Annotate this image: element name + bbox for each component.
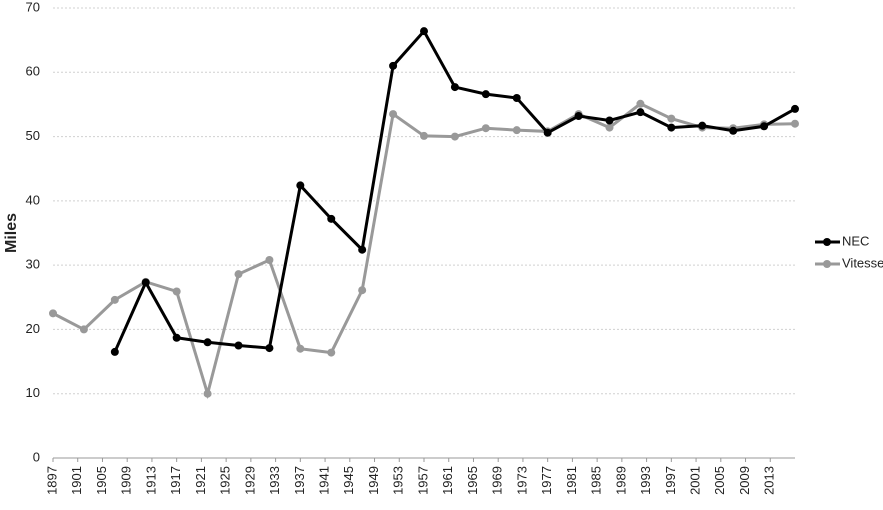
y-tick-label: 70 <box>26 0 40 14</box>
marker <box>667 114 676 123</box>
marker <box>760 122 769 131</box>
marker <box>358 286 367 295</box>
x-tick-label: 1965 <box>465 466 480 495</box>
marker <box>636 108 645 117</box>
marker <box>296 344 305 353</box>
x-tick-label: 1969 <box>490 466 505 495</box>
marker <box>172 287 181 296</box>
y-tick-label: 20 <box>26 321 40 336</box>
marker <box>265 256 274 264</box>
y-tick-label: 30 <box>26 257 40 272</box>
x-tick-label: 1997 <box>663 466 678 495</box>
line <box>52 102 796 400</box>
marker <box>327 348 336 357</box>
marker <box>172 333 181 342</box>
marker <box>110 295 119 304</box>
marker <box>450 132 459 141</box>
line <box>113 28 796 353</box>
x-tick-label: 2001 <box>688 466 703 495</box>
marker <box>110 347 119 356</box>
x-tick-label: 1909 <box>119 466 134 495</box>
legend-label: NEC <box>842 233 869 248</box>
marker <box>512 94 521 102</box>
x-tick-label: 1933 <box>267 466 282 495</box>
marker <box>481 90 490 99</box>
x-tick-label: 2005 <box>712 466 727 495</box>
x-tick-label: 1921 <box>193 466 208 495</box>
marker <box>420 27 428 36</box>
marker <box>203 338 212 347</box>
marker <box>234 270 243 279</box>
marker <box>234 341 243 350</box>
y-axis-label: Miles <box>3 213 20 253</box>
marker <box>296 181 305 190</box>
x-tick-label: 1937 <box>292 466 307 495</box>
x-tick-label: 1985 <box>589 466 604 495</box>
marker <box>450 83 459 92</box>
marker <box>729 126 738 135</box>
marker <box>141 278 150 287</box>
x-tick-label: 1917 <box>168 466 183 495</box>
marker <box>203 389 212 398</box>
marker <box>543 128 552 137</box>
legend-marker <box>823 238 831 246</box>
x-tick-label: 1897 <box>44 466 59 495</box>
marker <box>791 119 799 128</box>
marker <box>265 344 274 353</box>
marker <box>791 104 799 113</box>
marker <box>574 112 583 120</box>
x-tick-label: 2009 <box>737 466 752 495</box>
legend-marker <box>823 260 831 268</box>
y-tick-label: 40 <box>26 192 40 207</box>
y-tick-label: 10 <box>26 385 40 400</box>
y-tick-label: 60 <box>26 64 40 79</box>
x-tick-label: 1973 <box>514 466 529 495</box>
x-tick-label: 1961 <box>440 466 455 495</box>
marker <box>636 99 645 108</box>
x-tick-label: 1913 <box>143 466 158 495</box>
marker <box>79 325 88 334</box>
x-tick-label: 2013 <box>762 466 777 495</box>
x-tick-label: 1977 <box>539 466 554 495</box>
x-tick-label: 1901 <box>69 466 84 495</box>
marker <box>698 121 707 130</box>
marker <box>605 123 614 132</box>
marker <box>420 131 428 140</box>
marker <box>358 245 367 254</box>
x-tick-label: 1941 <box>317 466 332 495</box>
legend-label: Vitesse <box>842 255 883 270</box>
y-tick-label: 50 <box>26 128 40 143</box>
marker <box>327 214 336 223</box>
x-tick-label: 1957 <box>415 466 430 495</box>
x-tick-label: 1945 <box>341 466 356 495</box>
x-tick-label: 1953 <box>391 466 406 495</box>
x-tick-label: 1929 <box>242 466 257 495</box>
x-tick-label: 1949 <box>366 466 381 495</box>
x-tick-label: 1981 <box>564 466 579 495</box>
marker <box>605 116 614 125</box>
marker <box>389 61 398 70</box>
x-tick-label: 1925 <box>218 466 233 495</box>
marker <box>512 126 521 135</box>
y-tick-label: 0 <box>33 449 40 464</box>
x-tick-label: 1993 <box>638 466 653 495</box>
x-tick-label: 1905 <box>94 466 109 495</box>
x-tick-label: 1989 <box>613 466 628 495</box>
marker <box>481 124 490 133</box>
marker <box>49 309 57 318</box>
marker <box>389 110 398 119</box>
marker <box>667 123 676 132</box>
